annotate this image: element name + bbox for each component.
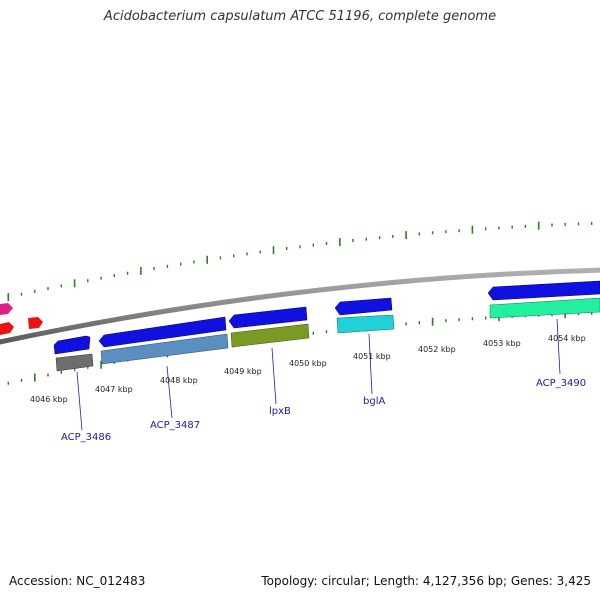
feature-magenta-partial [0,303,13,315]
feature-red-small [28,317,43,329]
gene-label-acp-3487: ACP_3487 [150,420,200,431]
gene-bgla [336,314,395,334]
gene-lpxb [230,323,310,348]
ruler-label: 4046 kbp [30,395,68,404]
ruler-label: 4053 kbp [483,339,521,348]
gene-label-lpxb: lpxB [269,406,291,417]
cds-acp-3486 [53,335,91,355]
ruler-label: 4051 kbp [353,352,391,361]
gene-acp-3487 [100,333,229,365]
ruler-label: 4052 kbp [418,345,456,354]
topology-summary: Topology: circular; Length: 4,127,356 bp… [261,574,591,588]
outer-tick-track [7,221,593,302]
ruler-label: 4050 kbp [289,359,327,368]
accession-text: Accession: NC_012483 [9,574,146,588]
gene-labels: ACP_3486 ACP_3487 lpxB bglA ACP_3490 [61,378,586,443]
gene-label-acp-3490: ACP_3490 [536,378,586,389]
gene-acp-3486 [55,353,94,372]
ruler-label: 4049 kbp [224,367,262,376]
cds-acp-3490 [487,280,600,301]
map-title: Acidobacterium capsulatum ATCC 51196, co… [103,9,497,24]
ruler-label: 4047 kbp [95,385,133,394]
label-leaders [76,318,561,431]
ruler-label: 4054 kbp [548,334,586,343]
ruler-labels: 4046 kbp 4047 kbp 4048 kbp 4049 kbp 4050… [30,334,586,404]
gene-acp-3490 [489,297,600,319]
cds-lpxb [228,306,308,329]
gene-label-acp-3486: ACP_3486 [61,432,111,443]
cds-bgla [334,297,393,316]
gene-label-bgla: bglA [363,396,385,407]
feature-red-partial [0,322,14,335]
cds-acp-3487 [98,316,227,348]
ruler-label: 4048 kbp [160,376,198,385]
genome-backbone [0,267,600,345]
